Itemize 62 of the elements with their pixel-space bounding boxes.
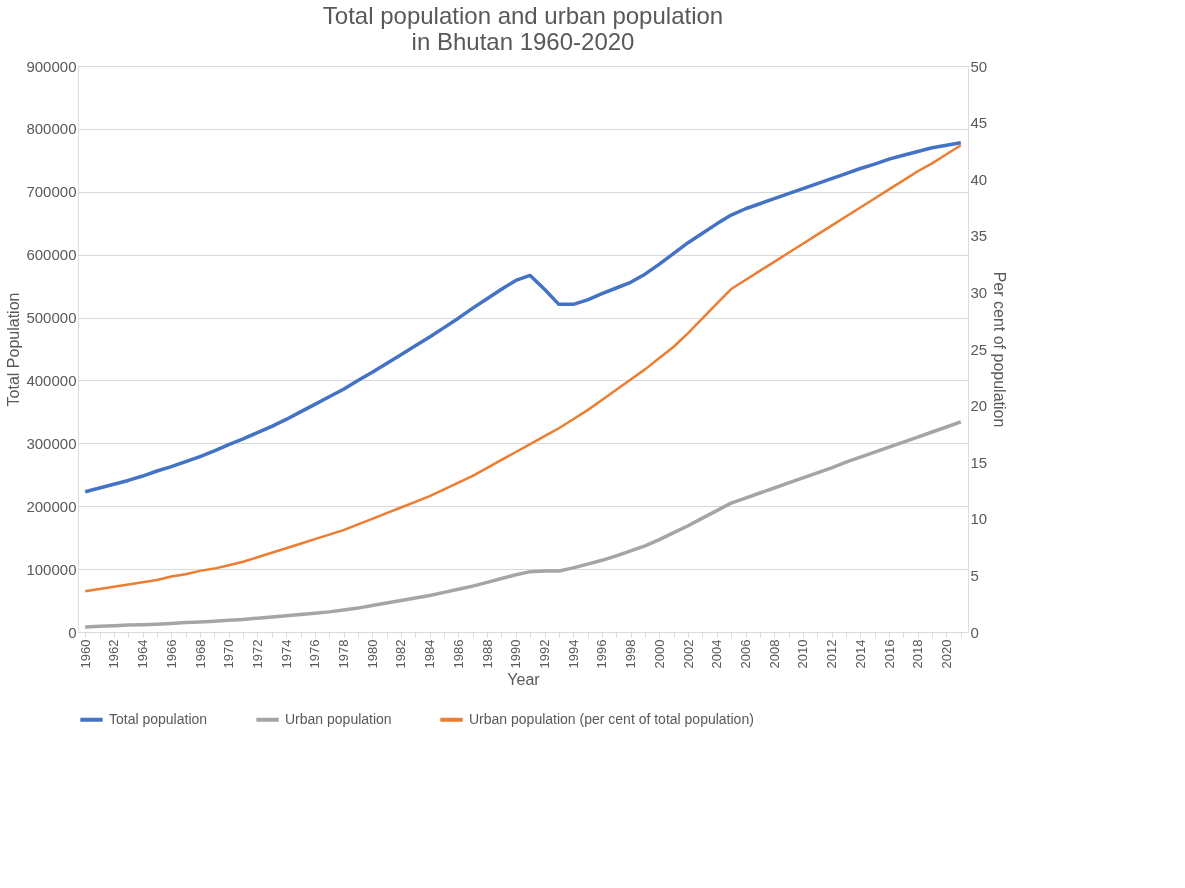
y2-tick-label: 50 xyxy=(970,57,988,75)
y-tick-label: 300000 xyxy=(26,434,77,452)
legend-label: Urban population (per cent of total population) xyxy=(469,710,754,727)
x-tick-label: 1998 xyxy=(623,639,639,669)
x-tick-label: 1974 xyxy=(278,639,294,669)
y-tick-label: 100000 xyxy=(26,560,77,578)
x-tick-label: 1966 xyxy=(163,639,179,669)
x-tick-label: 2006 xyxy=(738,639,753,669)
y-tick-label: 700000 xyxy=(26,183,77,201)
legend-label: Total population xyxy=(109,710,208,727)
x-tick-label: 2012 xyxy=(824,639,840,669)
y2-tick-label: 15 xyxy=(970,453,988,471)
y2-tick-label: 5 xyxy=(970,566,979,584)
y2-axis-title: Per cent of population xyxy=(991,271,1009,428)
x-tick-label: 1964 xyxy=(135,639,151,669)
chart-title: Total population and urban population in Bhutan 1960-2020 xyxy=(322,2,724,55)
x-tick-label: 1992 xyxy=(537,639,553,669)
x-tick-label: 1962 xyxy=(106,639,122,669)
y-tick-label: 600000 xyxy=(26,246,77,264)
x-tick-label: 1990 xyxy=(508,639,524,669)
y-tick-label: 900000 xyxy=(26,57,77,75)
y2-tick-label: 40 xyxy=(970,170,988,188)
x-tick-label: 2000 xyxy=(651,639,667,669)
x-tick-label: 2004 xyxy=(709,639,725,669)
y-tick-label: 800000 xyxy=(26,120,77,138)
legend-label: Urban population xyxy=(285,710,392,727)
x-tick-label: 2002 xyxy=(680,639,696,669)
y2-tick-label: 25 xyxy=(970,340,988,358)
x-tick-label: 2018 xyxy=(910,639,926,669)
y-axis-title: Total Population xyxy=(5,292,23,407)
x-tick-label: 1972 xyxy=(249,639,265,669)
x-tick-label: 1986 xyxy=(450,639,466,669)
x-axis-title: Year xyxy=(507,671,541,689)
line-series xyxy=(83,143,963,593)
x-tick-label: 1982 xyxy=(393,639,409,669)
x-tick-label: 2010 xyxy=(795,639,811,669)
x-tick-label: 2020 xyxy=(938,639,954,669)
x-tick-label: 2014 xyxy=(852,639,868,669)
x-tick-label: 1978 xyxy=(336,639,352,669)
y-tick-label: 500000 xyxy=(26,309,77,327)
x-tick-label: 2016 xyxy=(881,639,897,669)
y2-tick-label: 20 xyxy=(970,397,988,415)
x-tick-label: 1970 xyxy=(221,639,237,669)
x-tick-label: 1994 xyxy=(565,639,581,669)
y2-tick-label: 10 xyxy=(970,510,988,528)
line-series xyxy=(83,420,963,629)
line-series xyxy=(83,140,963,494)
x-tick-label: 1960 xyxy=(77,639,93,669)
x-tick-label: 2008 xyxy=(766,639,782,669)
x-tick-label: 1996 xyxy=(594,639,610,669)
y-tick-label: 400000 xyxy=(26,371,77,389)
y-tick-label: 200000 xyxy=(26,497,77,515)
y2-tick-label: 35 xyxy=(970,227,988,245)
x-tick-label: 1988 xyxy=(479,639,495,669)
y2-tick-label: 0 xyxy=(970,623,979,641)
y2-tick-label: 45 xyxy=(970,114,988,132)
y2-tick-label: 30 xyxy=(970,283,988,301)
x-tick-label: 1980 xyxy=(364,639,380,669)
y-tick-label: 0 xyxy=(68,623,77,641)
x-tick-label: 1968 xyxy=(192,639,208,669)
x-tick-label: 1984 xyxy=(422,639,438,669)
x-tick-label: 1976 xyxy=(307,639,323,669)
